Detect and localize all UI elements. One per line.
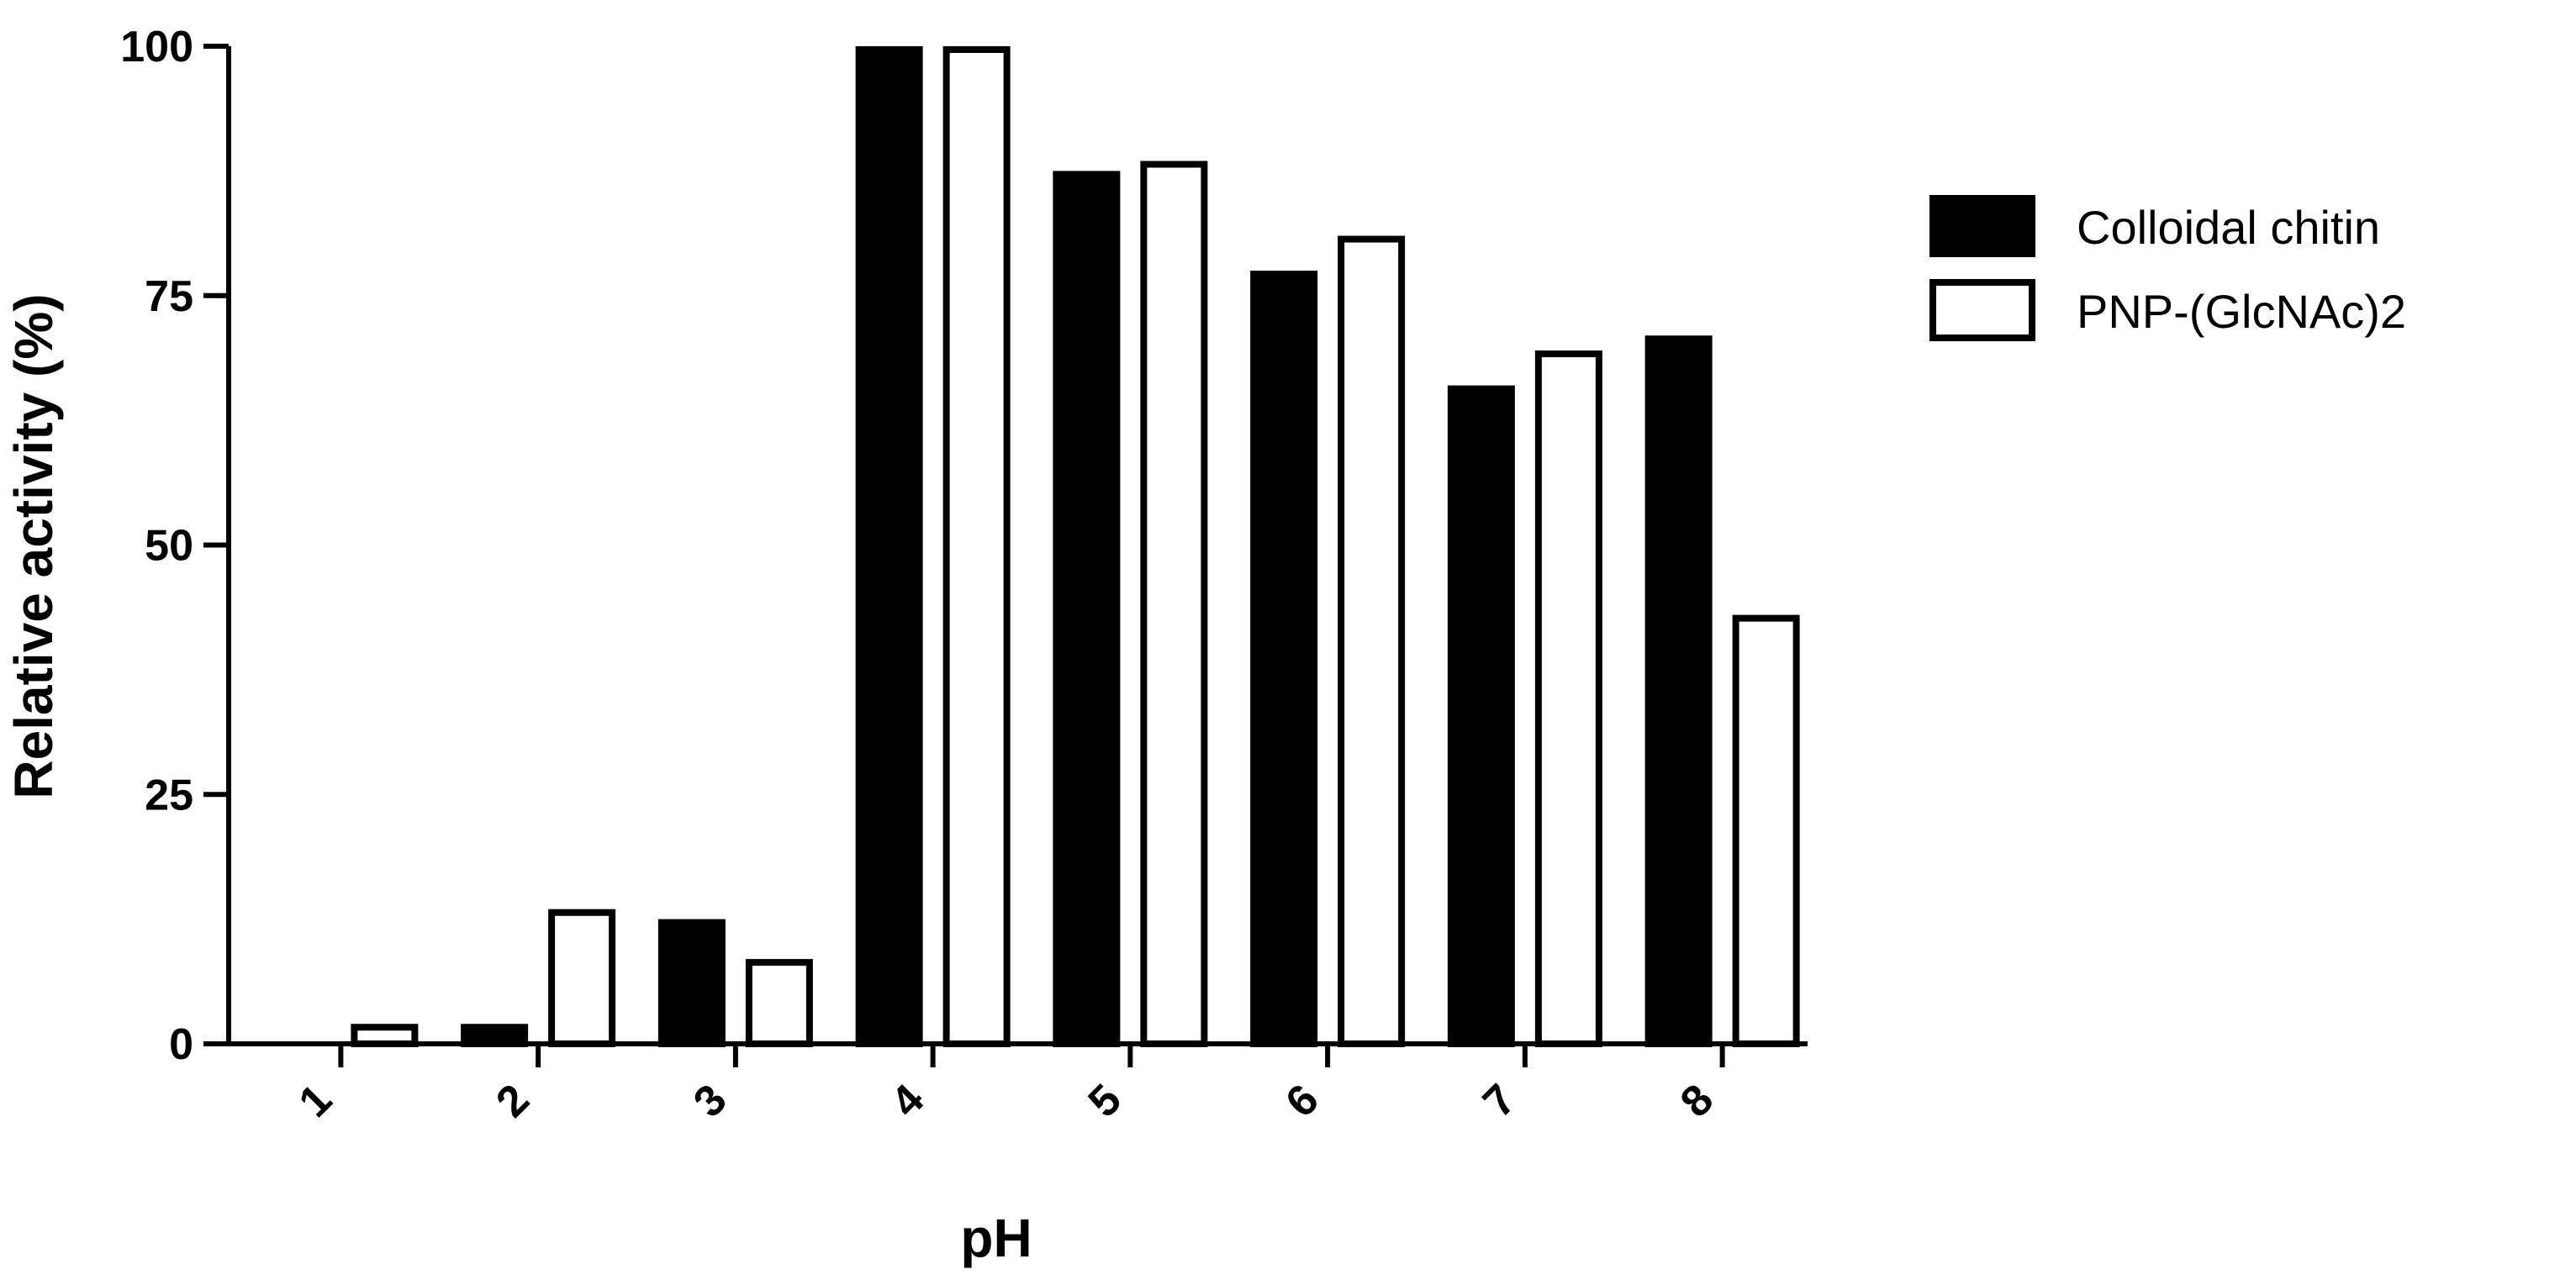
x-tick-label: 7 bbox=[1474, 1075, 1525, 1126]
bar-pnp-glcnac2-ph-2 bbox=[548, 909, 616, 1047]
x-ticks: 1 2 3 4 5 6 7 8 bbox=[290, 1044, 1725, 1127]
x-tick-label: 8 bbox=[1671, 1075, 1723, 1126]
bar-pnp-glcnac2-ph-4 bbox=[942, 46, 1011, 1047]
bar-colloidal-chitin-ph-6 bbox=[1250, 271, 1318, 1047]
y-tick-label: 0 bbox=[169, 1020, 193, 1069]
legend-label-colloidal-chitin: Colloidal chitin bbox=[2077, 201, 2380, 254]
bar-colloidal-chitin-ph-4 bbox=[855, 46, 923, 1047]
y-axis-title: Relative activity (%) bbox=[3, 293, 64, 798]
y-tick-label: 25 bbox=[145, 771, 193, 819]
x-tick-label: 5 bbox=[1079, 1075, 1131, 1126]
y-tick-label: 50 bbox=[145, 522, 193, 571]
y-tick-label: 100 bbox=[120, 23, 193, 71]
legend: Colloidal chitin PNP-(GlcNAc)2 bbox=[1929, 195, 2406, 341]
bar-pnp-glcnac2-ph-6 bbox=[1338, 235, 1406, 1047]
x-tick-label: 6 bbox=[1276, 1075, 1328, 1126]
bar-pnp-glcnac2-ph-5 bbox=[1140, 161, 1208, 1047]
x-axis-title: pH bbox=[960, 1208, 1032, 1268]
bar-pnp-glcnac2-ph-3 bbox=[745, 959, 813, 1047]
bars-layer bbox=[351, 46, 1800, 1048]
y-ticks: 0 25 50 75 100 bbox=[120, 23, 229, 1069]
legend-swatch-pnp-glcnac2 bbox=[1929, 279, 2035, 341]
legend-label-pnp-glcnac2: PNP-(GlcNAc)2 bbox=[2077, 285, 2406, 338]
bar-pnp-glcnac2-ph-8 bbox=[1732, 614, 1800, 1048]
bar-colloidal-chitin-ph-7 bbox=[1447, 385, 1515, 1047]
x-tick-label: 1 bbox=[290, 1075, 341, 1126]
x-tick-label: 2 bbox=[487, 1075, 538, 1126]
bar-colloidal-chitin-ph-3 bbox=[657, 919, 726, 1047]
y-tick-label: 75 bbox=[145, 272, 193, 321]
x-tick-label: 3 bbox=[684, 1075, 736, 1126]
x-tick-label: 4 bbox=[882, 1075, 934, 1127]
bar-colloidal-chitin-ph-8 bbox=[1644, 335, 1713, 1048]
legend-swatch-colloidal-chitin bbox=[1929, 195, 2035, 257]
bar-colloidal-chitin-ph-5 bbox=[1053, 171, 1121, 1047]
bar-pnp-glcnac2-ph-7 bbox=[1534, 350, 1602, 1048]
